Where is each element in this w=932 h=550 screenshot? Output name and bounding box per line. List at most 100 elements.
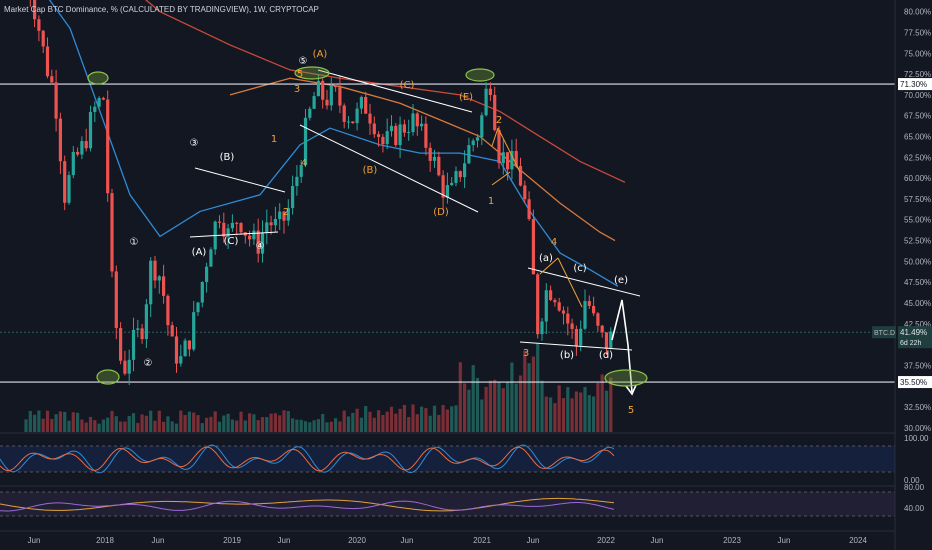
volume-bar (325, 422, 329, 432)
candle-body (574, 328, 578, 346)
volume-bar (385, 411, 389, 432)
volume-bar (256, 420, 260, 432)
candle-body (394, 125, 398, 146)
triangle-upper (527, 267, 641, 297)
wave-C-label: (C) (224, 236, 239, 247)
trendlines (189, 69, 641, 396)
y-tick-label: 32.50% (904, 403, 931, 412)
candle-body (136, 328, 140, 330)
candle-body (273, 218, 277, 226)
candle-body (600, 325, 604, 333)
candle-body (557, 302, 561, 311)
wave-leg (539, 257, 559, 275)
volume-bar (428, 415, 432, 432)
chart-title: Market Cap BTC Dominance, % (CALCULATED … (4, 5, 319, 14)
volume-bar (291, 418, 295, 432)
volume-bar (205, 417, 209, 432)
candle-body (480, 115, 484, 138)
candle-body (420, 123, 424, 127)
y-tick-label: 37.50% (904, 361, 931, 370)
candle-body (119, 327, 123, 361)
volume-bar (411, 404, 415, 432)
volume-bar (321, 413, 325, 432)
wave-e-label: (e) (614, 275, 628, 286)
zone-ellipses (87, 66, 648, 387)
volume-bar (196, 415, 200, 432)
volume-bar (557, 385, 561, 432)
volume-bar (484, 386, 488, 432)
wave-orange-B-label: (B) (363, 165, 378, 176)
volume-bar (299, 419, 303, 432)
candle-body (101, 97, 105, 100)
volume-bar (119, 421, 123, 432)
wave-B-label: (B) (220, 152, 235, 163)
candle-body (157, 276, 161, 281)
volume-bar (123, 421, 127, 432)
volume-bar (493, 379, 497, 432)
volume-bar (136, 423, 140, 432)
volume-bar (609, 377, 613, 432)
candle-body (592, 306, 596, 314)
wave-3-label: ③ (190, 138, 199, 149)
channel-upper (317, 69, 473, 113)
moving-averages (48, 0, 626, 287)
volume-bar (510, 362, 514, 432)
wave-b-label: (b) (560, 350, 574, 361)
candle-body (183, 340, 187, 357)
x-tick-label: 2019 (223, 536, 241, 545)
volume-bar (114, 416, 118, 432)
volume-bar (230, 419, 234, 432)
volume-bar (58, 411, 62, 432)
volume-bar (50, 418, 54, 432)
volume-bar (84, 422, 88, 432)
y-tick-label: 75.00% (904, 49, 931, 58)
y-tick-label: 52.50% (904, 237, 931, 246)
volume-bar (553, 403, 557, 432)
candle-body (364, 96, 368, 114)
candle-body (579, 328, 583, 346)
volume-bar (187, 411, 191, 432)
x-axis: Jun 2018 Jun 2019 Jun 2020 Jun 2021 Jun 2022 Jun 20… (28, 536, 868, 545)
x-tick-label: Jun (152, 536, 165, 545)
volume-bar (101, 419, 105, 432)
volume-bar (226, 413, 230, 432)
volume-bar (334, 418, 338, 432)
volume-bar (252, 414, 256, 432)
volume-bar (316, 419, 320, 432)
candle-body (295, 176, 299, 187)
wave-leg (497, 127, 521, 173)
candle-body (518, 166, 523, 186)
candle-body (58, 118, 62, 162)
candle-body (506, 152, 510, 170)
trendline-b-top (194, 167, 286, 193)
candle-body (140, 328, 144, 340)
candle-body (604, 332, 609, 349)
volume-bar (243, 420, 247, 432)
volume-bar (248, 413, 252, 432)
wave-orange-3-label: 3 (294, 84, 300, 95)
candle-body (269, 222, 273, 226)
volume-bar (536, 343, 540, 432)
x-tick-label: Jun (778, 536, 791, 545)
candle-body (583, 301, 587, 329)
volume-bar (131, 413, 136, 432)
candle-body (398, 124, 402, 146)
volume-bar (514, 383, 518, 432)
volume-bar (282, 410, 286, 432)
candle-body (80, 141, 84, 155)
osc-tick-label: 100.00 (904, 434, 929, 443)
volume-bar (600, 374, 604, 432)
volume-bar (561, 398, 566, 432)
wave-orange-1b-label: 1 (488, 196, 494, 207)
candle-body (510, 150, 514, 170)
volume-bar (88, 416, 93, 432)
candle-body (299, 165, 303, 177)
volume-bar (398, 408, 402, 432)
candle-body (187, 340, 191, 350)
volume-bar (402, 404, 406, 432)
wave-leg (557, 257, 583, 308)
volume-bar (351, 412, 355, 432)
candle-body (570, 323, 574, 329)
